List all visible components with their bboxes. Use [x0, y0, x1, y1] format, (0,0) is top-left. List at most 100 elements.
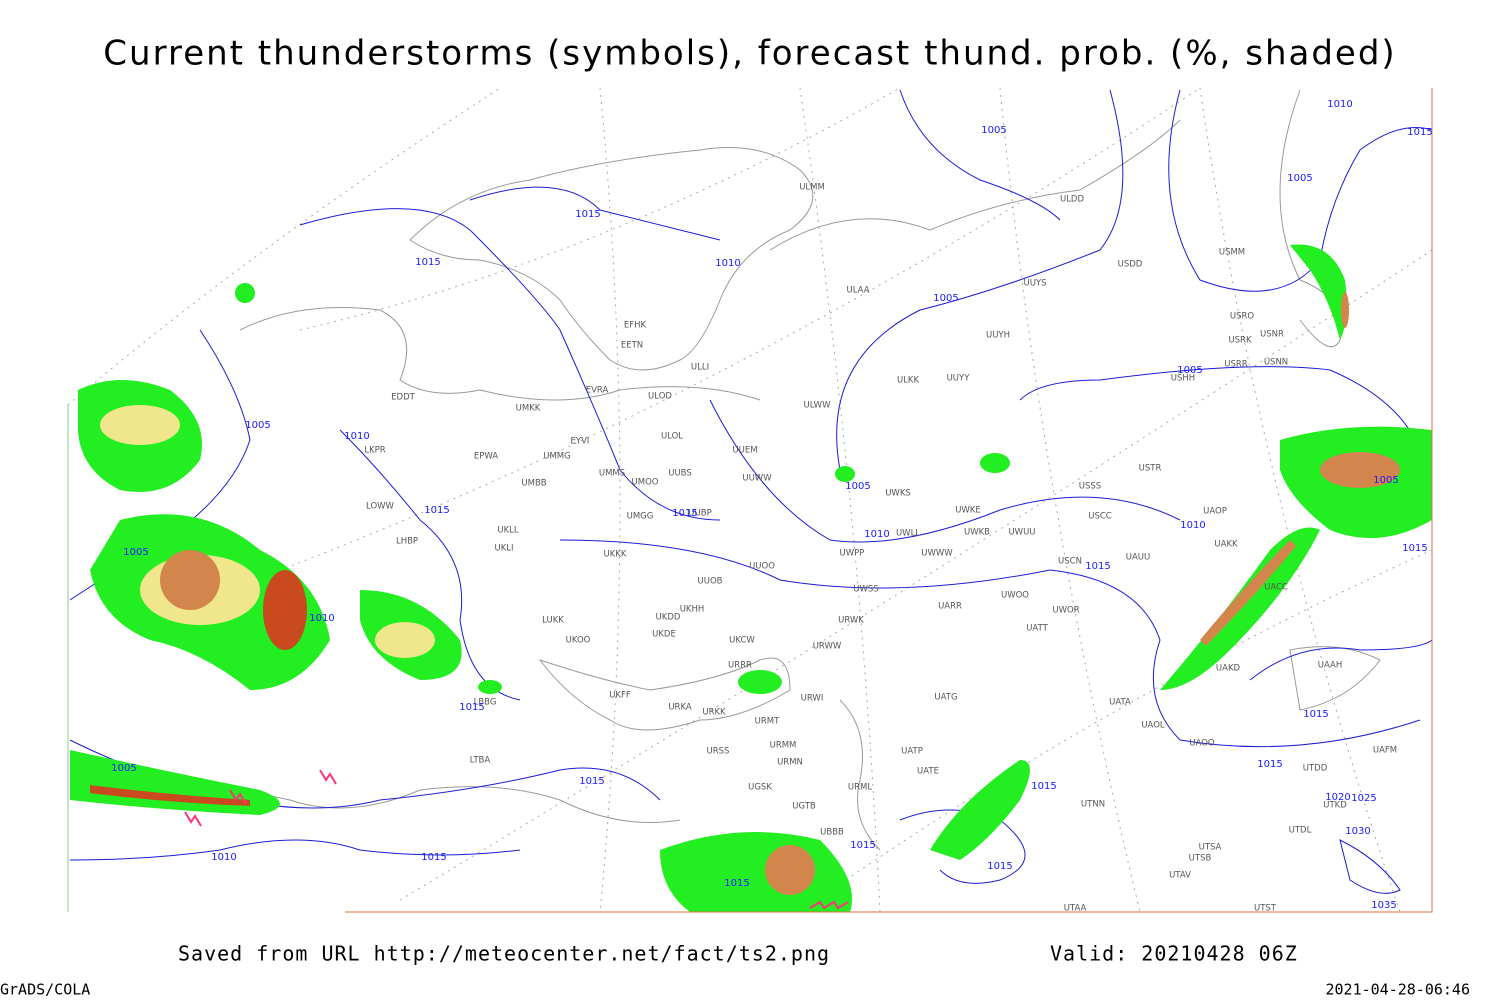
station-code: UMBB — [521, 479, 546, 489]
black-sea — [538, 657, 791, 731]
station-code: UKFF — [609, 691, 631, 701]
isobar-label: 1015 — [1085, 561, 1110, 572]
station-code: EETN — [621, 341, 643, 351]
storm-symbol — [809, 900, 849, 910]
isobar-label: 1015 — [1402, 543, 1427, 554]
prob-area — [1320, 452, 1400, 488]
station-code: UAUU — [1126, 553, 1150, 563]
prob-area — [980, 453, 1010, 473]
station-code: URMT — [755, 717, 780, 727]
isobar-label: 1010 — [309, 613, 334, 624]
storm-symbol — [184, 811, 202, 827]
thunderstorm-probability — [70, 244, 1432, 912]
prob-area — [90, 785, 250, 806]
isobar — [69, 839, 521, 861]
graticule-line — [999, 87, 1141, 913]
graticule-line — [299, 87, 901, 331]
station-code: UKDE — [652, 630, 676, 640]
isobar — [559, 539, 1421, 748]
station-code: UMKK — [516, 404, 541, 414]
isobar-label: 1015 — [987, 861, 1012, 872]
isobar-label: 1005 — [1177, 365, 1202, 376]
station-code: ULWW — [804, 401, 832, 411]
caspian — [839, 699, 881, 851]
station-code: USTR — [1139, 464, 1162, 474]
station-code: LBBG — [474, 698, 497, 708]
station-code: LHBP — [396, 537, 418, 547]
station-code: ULLI — [691, 363, 709, 373]
station-code: UMOO — [632, 478, 659, 488]
station-code: UKDD — [656, 613, 681, 623]
isobar-label: 1015 — [459, 702, 484, 713]
graticule-line — [1199, 87, 1401, 913]
isobar-label: 1015 — [1257, 759, 1282, 770]
station-code: USRO — [1230, 312, 1255, 322]
isobar-label: 1010 — [344, 431, 369, 442]
station-code: UKLI — [494, 544, 513, 554]
isobar-label: 1010 — [1327, 99, 1352, 110]
coastline — [769, 119, 1181, 251]
isobar-label: 1015 — [672, 508, 697, 519]
station-code: UATT — [1026, 624, 1048, 634]
station-code: UWOR — [1052, 606, 1079, 616]
thunderstorm-symbols — [184, 769, 849, 910]
station-code: USSS — [1079, 482, 1101, 492]
isobar — [469, 186, 721, 241]
station-code: URKA — [668, 703, 692, 713]
isobar-label: 1015 — [575, 209, 600, 220]
station-code: EVRA — [586, 386, 609, 396]
isobar — [1339, 839, 1401, 894]
station-code: UATP — [901, 747, 923, 757]
prob-area — [263, 570, 307, 650]
station-code: URWI — [801, 694, 824, 704]
station-code: UWKS — [885, 489, 911, 499]
labels: ULMM ULAA UUYH ULKK UUYY ULWW UUEM UUWW UWKS UWKE… — [111, 99, 1432, 914]
station-code: USNR — [1260, 330, 1284, 340]
station-code: UWWW — [921, 549, 953, 559]
station-code: URWW — [813, 642, 842, 652]
station-code: UMMG — [543, 452, 570, 462]
station-code: UTNN — [1081, 800, 1105, 810]
station-code: UUYH — [986, 331, 1010, 341]
isobar-label: 1005 — [111, 763, 136, 774]
isobar — [339, 429, 521, 701]
station-code: EDDT — [391, 393, 415, 403]
station-code: UUEM — [732, 446, 757, 456]
isobar-label: 1015 — [415, 257, 440, 268]
station-code: ULDD — [1060, 195, 1085, 205]
station-code: URMN — [777, 758, 803, 768]
station-code: UGSK — [748, 783, 772, 793]
station-code: UAOO — [1189, 739, 1215, 749]
isobars — [69, 89, 1433, 894]
station-code: UWOO — [1001, 591, 1029, 601]
prob-area — [235, 283, 255, 303]
coastlines — [119, 89, 1381, 851]
isobar-label: 1005 — [845, 481, 870, 492]
isobar-label: 1015 — [421, 852, 446, 863]
isobar-label: 1015 — [850, 840, 875, 851]
station-code: ULMM — [799, 183, 825, 193]
frame-edge — [345, 88, 1433, 913]
station-code: URSS — [707, 747, 730, 757]
station-code: UAFM — [1373, 746, 1397, 756]
station-code: UKHH — [680, 605, 705, 615]
isobar — [299, 208, 721, 521]
station-code: UAAH — [1318, 661, 1342, 671]
station-code: USRK — [1228, 336, 1252, 346]
station-code: UTKD — [1323, 801, 1347, 811]
station-code: LTBA — [470, 756, 491, 766]
station-code: UMMS — [599, 469, 625, 479]
isobar-label: 1030 — [1345, 826, 1370, 837]
graticule-line — [799, 549, 1433, 913]
isobar-label: 1015 — [1303, 709, 1328, 720]
station-code: LKPR — [364, 446, 385, 456]
prob-area — [765, 845, 815, 895]
isobar-label: 1015 — [424, 505, 449, 516]
station-code: UKOO — [566, 636, 591, 646]
station-code: URMM — [770, 741, 797, 751]
prob-area — [930, 760, 1030, 860]
station-code: UWPP — [840, 549, 865, 559]
prob-area — [738, 670, 782, 694]
timestamp: 2021-04-28-06:46 — [1326, 981, 1471, 999]
